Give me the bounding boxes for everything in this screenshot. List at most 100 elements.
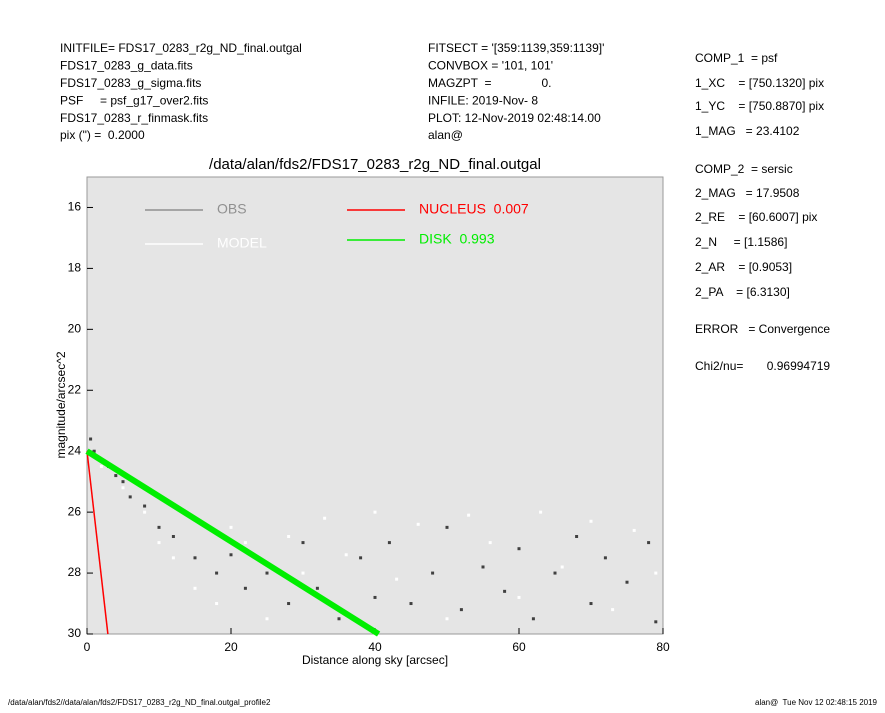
data-point: [359, 556, 363, 560]
data-point: [467, 513, 471, 517]
x-tick-label: 20: [224, 640, 238, 654]
x-tick-label: 0: [84, 640, 91, 654]
data-point: [654, 620, 658, 624]
data-point: [647, 541, 651, 545]
plot-area: [86, 176, 664, 635]
data-point: [243, 586, 247, 590]
header-right-line: 2_N = [1.1586]: [695, 235, 787, 249]
data-point: [416, 522, 420, 526]
data-point: [625, 580, 629, 584]
data-point: [459, 608, 463, 612]
data-point: [553, 571, 557, 575]
data-point: [121, 486, 125, 490]
data-point: [431, 571, 435, 575]
y-tick-label: 24: [68, 443, 82, 457]
footer-right: alan@ Tue Nov 12 02:48:15 2019: [755, 698, 878, 707]
data-point: [301, 541, 305, 545]
data-point: [171, 556, 175, 560]
data-point: [114, 474, 118, 478]
legend-label: DISK 0.993: [419, 231, 495, 247]
data-point: [517, 547, 521, 551]
x-tick-label: 60: [512, 640, 526, 654]
header-right-line: ERROR = Convergence: [695, 322, 830, 336]
header-left-line: pix (") = 0.2000: [60, 128, 145, 142]
header-right-line: 1_MAG = 23.4102: [695, 124, 800, 138]
data-point: [143, 510, 147, 514]
header-middle-line: MAGZPT = 0.: [428, 76, 551, 90]
header-right-line: 2_PA = [6.3130]: [695, 285, 790, 299]
header-middle-line: alan@: [428, 128, 463, 142]
header-right-line: 2_RE = [60.6007] pix: [695, 210, 817, 224]
data-point: [488, 541, 492, 545]
data-point: [560, 565, 564, 569]
data-point: [229, 553, 233, 557]
data-point: [99, 464, 103, 468]
data-point: [265, 617, 269, 621]
x-tick-label: 40: [368, 640, 382, 654]
y-tick-label: 26: [68, 504, 82, 518]
chart-title: /data/alan/fds2/FDS17_0283_r2g_ND_final.…: [209, 156, 541, 173]
header-right-line: 1_YC = [750.8870] pix: [695, 99, 824, 113]
legend-label: MODEL: [217, 235, 267, 251]
data-point: [632, 528, 636, 532]
data-point: [121, 480, 125, 484]
data-point: [171, 535, 175, 539]
data-point: [157, 541, 161, 545]
data-point: [337, 617, 341, 621]
data-point: [531, 617, 535, 621]
data-point: [603, 556, 607, 560]
header-right-line: 1_XC = [750.1320] pix: [695, 76, 824, 90]
y-tick-label: 30: [68, 626, 82, 640]
data-point: [215, 602, 219, 606]
data-point: [611, 608, 615, 612]
header-right-line: 2_AR = [0.9053]: [695, 260, 792, 274]
data-point: [395, 577, 399, 581]
data-point: [92, 449, 96, 453]
header-right-line: Chi2/nu= 0.96994719: [695, 359, 830, 373]
y-tick-label: 22: [68, 382, 82, 396]
data-point: [128, 495, 132, 499]
data-point: [215, 571, 219, 575]
data-point: [445, 617, 449, 621]
y-tick-label: 28: [68, 565, 82, 579]
header-middle-line: FITSECT = '[359:1139,359:1139]': [428, 41, 604, 55]
header-middle-line: INFILE: 2019-Nov- 8: [428, 93, 538, 107]
data-point: [503, 589, 507, 593]
data-point: [287, 602, 291, 606]
header-left-line: PSF = psf_g17_over2.fits: [60, 93, 208, 107]
data-point: [315, 586, 319, 590]
data-point: [143, 504, 147, 508]
data-point: [89, 437, 93, 441]
data-point: [387, 541, 391, 545]
data-point: [344, 553, 348, 557]
legend-label: NUCLEUS 0.007: [419, 201, 529, 217]
data-point: [409, 602, 413, 606]
data-point: [654, 571, 658, 575]
data-point: [323, 516, 327, 520]
data-point: [481, 565, 485, 569]
y-tick-label: 16: [68, 200, 82, 214]
data-point: [265, 571, 269, 575]
data-point: [445, 525, 449, 529]
x-axis-label: Distance along sky [arcsec]: [302, 653, 448, 667]
data-point: [243, 541, 247, 545]
data-point: [539, 510, 543, 514]
footer-left: /data/alan/fds2//data/alan/fds2/FDS17_02…: [8, 698, 271, 707]
header-right-line: 2_MAG = 17.9508: [695, 186, 800, 200]
header-right-line: COMP_2 = sersic: [695, 162, 793, 176]
data-point: [193, 586, 197, 590]
disk-band: [85, 448, 381, 637]
y-axis-label: magnitude/arcsec^2: [54, 351, 68, 458]
header-left-line: INITFILE= FDS17_0283_r2g_ND_final.outgal: [60, 41, 302, 55]
header-left-line: FDS17_0283_r_finmask.fits: [60, 111, 208, 125]
header-middle-line: PLOT: 12-Nov-2019 02:48:14.00: [428, 111, 601, 125]
nucleus-line: [86, 451, 109, 635]
data-point: [575, 535, 579, 539]
header-middle-line: CONVBOX = '101, 101': [428, 59, 553, 73]
data-point: [229, 525, 233, 529]
data-point: [589, 519, 593, 523]
data-point: [193, 556, 197, 560]
data-point: [157, 525, 161, 529]
